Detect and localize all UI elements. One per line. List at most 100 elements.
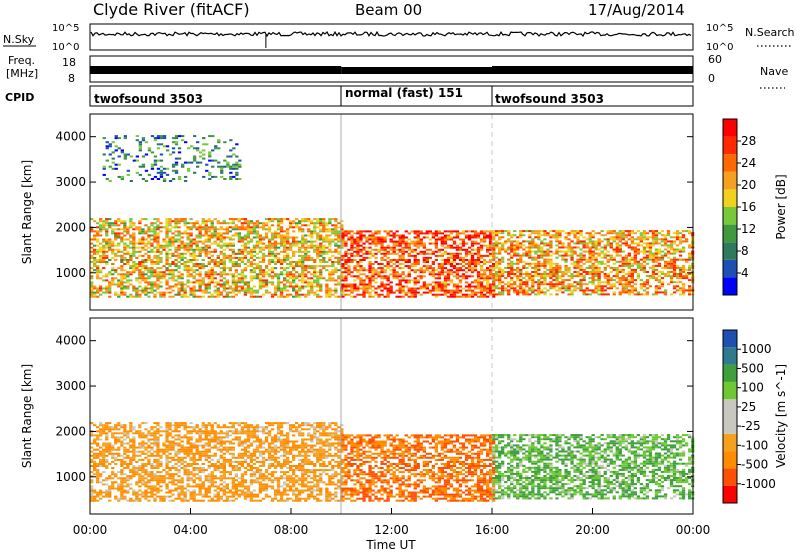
power-cell	[289, 275, 293, 278]
power-cell	[219, 267, 223, 270]
power-cell	[153, 273, 157, 276]
power-cell	[225, 228, 229, 231]
power-cell	[99, 250, 103, 253]
power-cell	[298, 265, 302, 268]
power-cell	[636, 236, 640, 239]
power-cell	[216, 236, 220, 239]
power-cell	[264, 236, 269, 239]
velocity-cell	[96, 469, 100, 472]
power-cell	[261, 248, 266, 251]
power-cell	[249, 240, 254, 243]
power-cell	[437, 275, 441, 278]
power-cell	[325, 285, 329, 288]
power-cell	[621, 277, 625, 280]
power-cell	[561, 285, 565, 288]
velocity-cell	[135, 460, 139, 463]
freq-bar-1	[90, 66, 342, 74]
power-cell	[165, 246, 169, 249]
power-cell	[516, 252, 520, 255]
power-cell	[105, 254, 109, 257]
velocity-cell	[102, 491, 106, 494]
power-cell	[483, 271, 487, 274]
power-cell	[549, 287, 553, 290]
power-cell	[501, 289, 505, 292]
power-cell	[150, 289, 154, 292]
power-cell	[398, 236, 402, 239]
power-cell	[603, 293, 607, 296]
power-cell	[395, 289, 399, 292]
power-cell	[279, 250, 284, 253]
power-cell	[395, 273, 399, 276]
power-cell	[452, 240, 457, 243]
power-cell	[606, 281, 610, 284]
power-cell	[591, 242, 595, 245]
velocity-cell	[117, 483, 121, 486]
power-cell	[270, 238, 275, 241]
power-cell	[177, 287, 181, 290]
power-cell	[555, 238, 559, 241]
power-cell	[585, 271, 589, 273]
velocity-cell	[123, 446, 127, 449]
power-cell	[401, 271, 405, 274]
power-cell	[612, 291, 616, 294]
power-cell	[93, 220, 97, 223]
power-cell	[537, 236, 541, 239]
power-cell	[144, 281, 148, 284]
power-cell	[449, 291, 454, 294]
velocity-cell	[114, 426, 118, 429]
power-cell	[666, 256, 671, 259]
power-cell	[187, 161, 191, 164]
power-cell	[211, 159, 215, 162]
power-cell	[473, 291, 478, 294]
power-cell	[141, 289, 145, 292]
power-cell	[654, 250, 659, 253]
power-cell	[630, 289, 634, 292]
power-cell	[102, 137, 106, 140]
power-cell	[461, 277, 466, 280]
power-cell	[147, 173, 152, 176]
power-cell	[322, 224, 326, 227]
power-cell	[464, 242, 469, 245]
power-cell	[93, 238, 97, 241]
power-cell	[543, 273, 547, 275]
power-cell	[531, 271, 535, 273]
power-cell	[570, 293, 574, 296]
power-cell	[138, 261, 142, 263]
power-cell	[434, 240, 438, 243]
velocity-cell	[141, 434, 145, 437]
power-cell	[322, 261, 326, 263]
power-cell	[177, 277, 181, 280]
power-cell	[666, 275, 671, 278]
power-cell	[365, 291, 369, 294]
power-cell	[633, 256, 637, 259]
power-cell	[398, 273, 402, 276]
power-cell	[108, 153, 112, 156]
power-cell	[368, 295, 372, 298]
power-cell	[150, 244, 154, 247]
power-cell	[666, 283, 671, 286]
power-cell	[258, 261, 263, 263]
power-cell	[319, 285, 323, 288]
power-cell	[449, 261, 454, 263]
power-cell	[537, 289, 541, 292]
power-cell	[181, 163, 185, 166]
power-cell	[428, 238, 432, 241]
power-cell	[464, 275, 469, 278]
power-cell	[504, 271, 508, 273]
power-cell	[261, 238, 266, 241]
power-cell	[307, 285, 311, 288]
power-cell	[304, 218, 308, 221]
power-cell	[177, 261, 181, 263]
velocity-cell	[117, 448, 121, 451]
power-cell	[359, 244, 363, 247]
power-cell	[359, 277, 363, 280]
power-cell	[322, 277, 326, 280]
power-cell	[283, 236, 287, 239]
power-cell	[276, 279, 281, 282]
power-cell	[537, 234, 541, 237]
power-cell	[138, 273, 142, 276]
power-cell	[184, 175, 188, 178]
power-cell	[588, 234, 592, 237]
power-cell	[270, 275, 275, 278]
power-cell	[246, 287, 251, 290]
